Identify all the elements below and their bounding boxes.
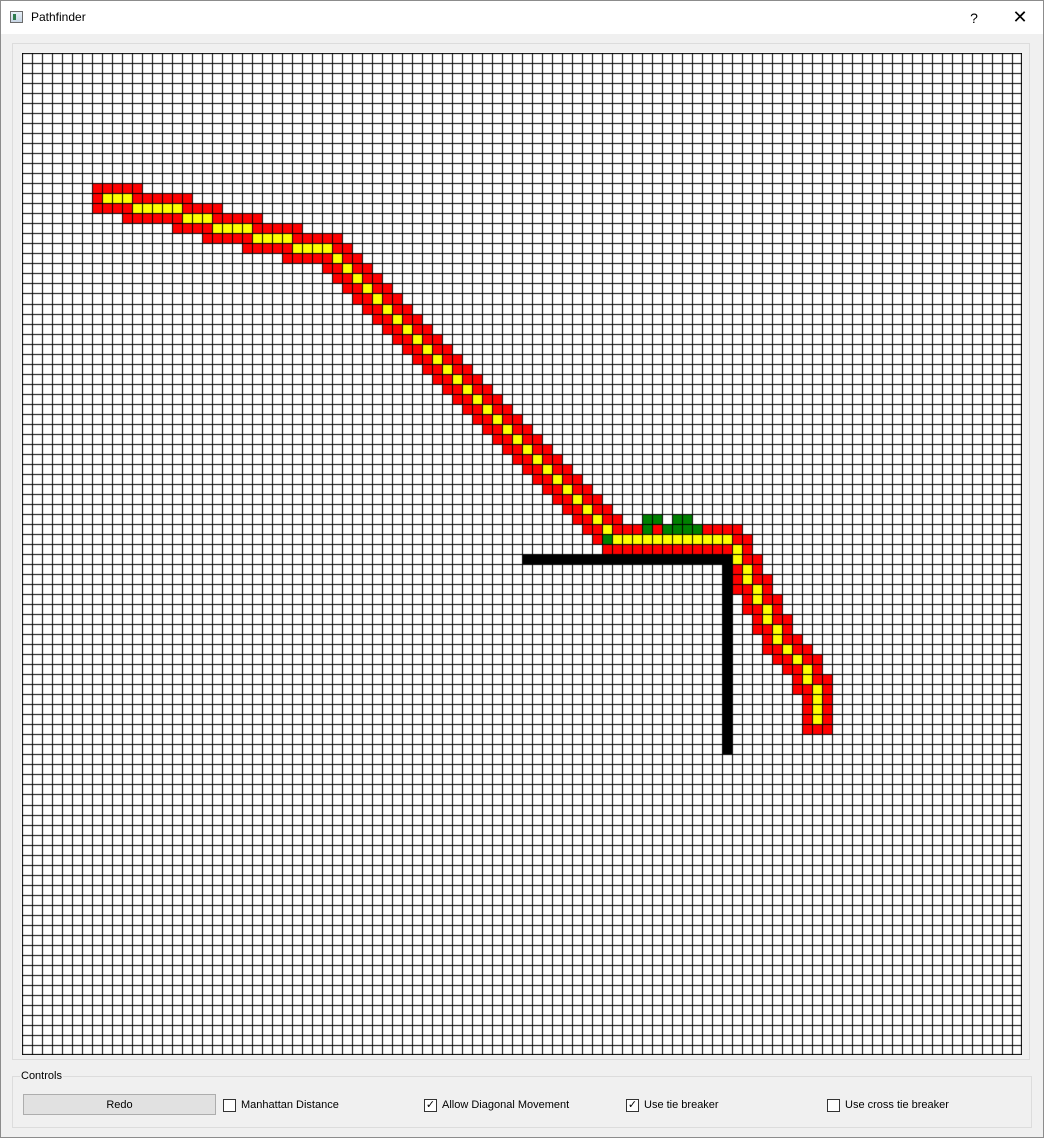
- close-icon: ✕: [1012, 7, 1028, 27]
- allow-diagonal-label: Allow Diagonal Movement: [442, 1099, 570, 1111]
- cross-tie-breaker-checkbox[interactable]: Use cross tie breaker: [827, 1098, 949, 1112]
- close-button[interactable]: ✕: [997, 1, 1043, 34]
- app-window-icon: [10, 11, 23, 23]
- title-bar[interactable]: Pathfinder ? ✕: [1, 1, 1043, 34]
- tie-breaker-label: Use tie breaker: [644, 1099, 719, 1111]
- redo-button[interactable]: Redo: [23, 1094, 216, 1115]
- controls-group: [12, 1076, 1032, 1128]
- controls-legend: Controls: [20, 1070, 63, 1082]
- manhattan-distance-checkbox[interactable]: Manhattan Distance: [223, 1098, 339, 1112]
- tie-breaker-checkbox[interactable]: ✓ Use tie breaker: [626, 1098, 719, 1112]
- allow-diagonal-box[interactable]: ✓: [424, 1098, 437, 1112]
- tie-breaker-box[interactable]: ✓: [626, 1098, 639, 1112]
- cross-tie-breaker-label: Use cross tie breaker: [845, 1099, 949, 1111]
- help-button[interactable]: ?: [970, 9, 978, 26]
- window-title: Pathfinder: [31, 10, 86, 24]
- pathfinding-grid[interactable]: [22, 53, 1022, 1055]
- allow-diagonal-checkbox[interactable]: ✓ Allow Diagonal Movement: [424, 1098, 569, 1112]
- manhattan-distance-box[interactable]: [223, 1098, 236, 1112]
- cross-tie-breaker-box[interactable]: [827, 1098, 840, 1112]
- manhattan-distance-label: Manhattan Distance: [241, 1099, 339, 1111]
